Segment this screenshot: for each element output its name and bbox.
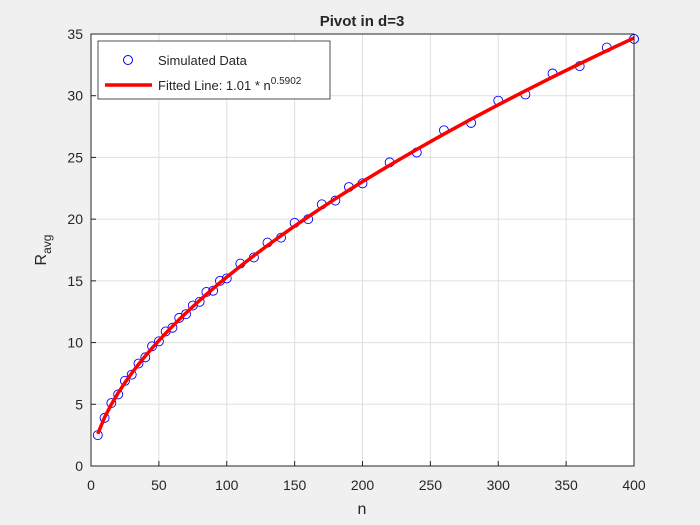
legend-box [97, 40, 331, 100]
x-tick-label: 100 [215, 477, 239, 493]
data-point [133, 358, 144, 369]
data-point [181, 309, 191, 320]
x-tick-label: 50 [151, 477, 167, 493]
y-tick-label: 20 [67, 211, 83, 227]
legend-label: Simulated Data [158, 53, 248, 68]
legend: Simulated Data Fitted Line: 1.01 * n0.59… [97, 40, 331, 100]
x-tick-label: 0 [87, 477, 95, 493]
y-tick-label: 30 [67, 88, 83, 104]
y-tick-label: 35 [67, 26, 83, 42]
y-tick-label: 10 [67, 335, 83, 351]
data-point [99, 412, 110, 423]
y-tick-label: 5 [75, 396, 83, 412]
fit-line [96, 36, 635, 435]
marks [92, 33, 639, 441]
x-tick-label: 300 [487, 477, 511, 493]
x-tick-label: 200 [351, 477, 375, 493]
x-tick-label: 250 [419, 477, 443, 493]
y-label-main: R [33, 254, 50, 266]
legend-marker [123, 55, 133, 65]
x-tick-label: 400 [622, 477, 646, 493]
data-point [153, 336, 164, 347]
x-axis-label: n [358, 501, 367, 518]
legend-label: Fitted Line: 1.01 * n0.5902 [158, 76, 302, 93]
y-tick-label: 0 [75, 458, 83, 474]
y-label-sub: avg [40, 235, 54, 254]
x-tick-label: 150 [283, 477, 307, 493]
legend-label-sup: 0.5902 [271, 76, 302, 87]
ticks: 0 50 100 150 200 250 300 350 400 0 5 10 15 20 25 30 35 [67, 26, 645, 493]
data-point [140, 352, 151, 363]
y-tick-label: 25 [67, 149, 83, 165]
legend-label-main: Fitted Line: 1.01 * n [158, 78, 271, 93]
data-point [194, 296, 205, 307]
data-point [167, 322, 178, 333]
y-tick-label: 15 [67, 273, 83, 289]
chart-title: Pivot in d=3 [320, 13, 405, 30]
data-point [221, 273, 232, 284]
y-axis-label: Ravg [33, 235, 54, 266]
x-tick-label: 350 [554, 477, 578, 493]
data-point [126, 369, 137, 380]
